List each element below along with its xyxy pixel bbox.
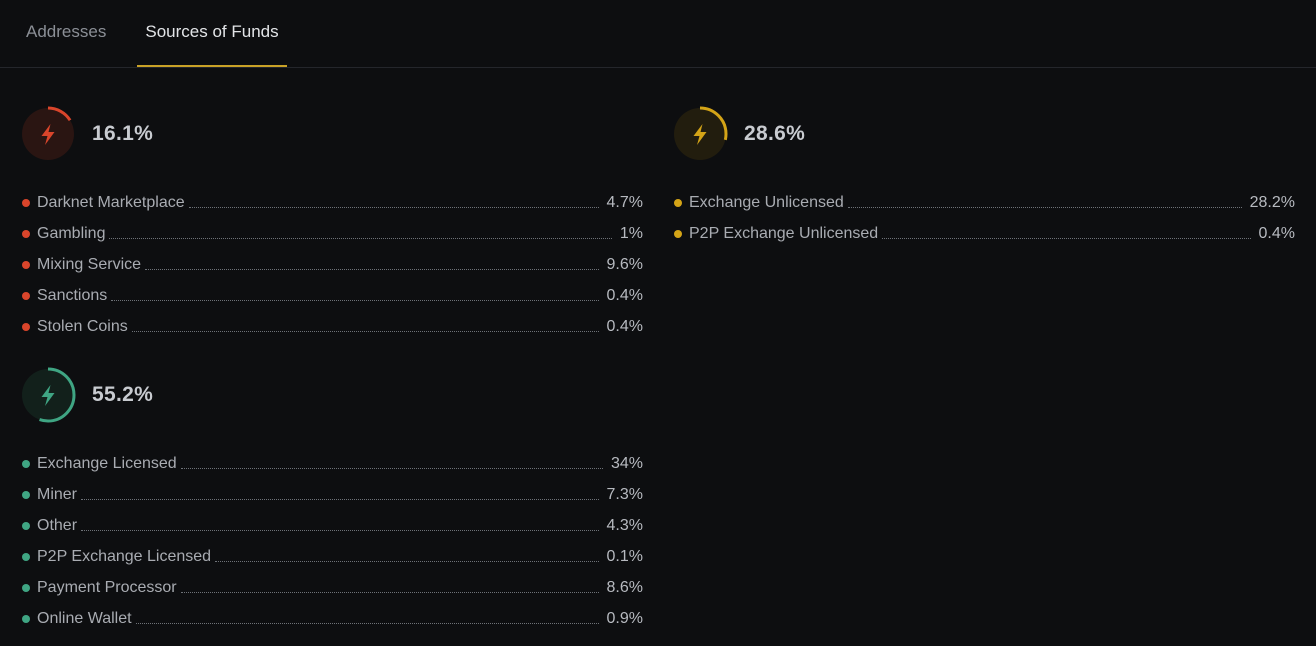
source-label: Exchange Unlicensed bbox=[689, 193, 844, 211]
list-item: Sanctions 0.4% bbox=[20, 280, 643, 311]
ring-arc bbox=[20, 367, 76, 423]
progress-ring-svg bbox=[20, 106, 76, 162]
source-value: 34% bbox=[610, 454, 643, 472]
status-dot bbox=[22, 583, 30, 592]
list-item: Miner 7.3% bbox=[20, 479, 643, 510]
status-dot bbox=[674, 198, 682, 207]
status-dot bbox=[22, 521, 30, 530]
ring-arc bbox=[20, 106, 76, 162]
list-item: Online Wallet 0.9% bbox=[20, 603, 643, 634]
list-item: Stolen Coins 0.4% bbox=[20, 311, 643, 342]
group-percent: 28.6% bbox=[744, 122, 806, 145]
source-label: Mixing Service bbox=[37, 255, 142, 273]
source-label: Gambling bbox=[37, 224, 106, 242]
group-percent: 55.2% bbox=[92, 383, 154, 406]
list-item: Gambling 1% bbox=[20, 218, 643, 249]
source-list: Exchange Licensed 34% Miner 7.3% Other 4… bbox=[20, 448, 643, 634]
dotted-leader bbox=[131, 331, 599, 332]
source-label: Miner bbox=[37, 485, 78, 503]
dotted-leader bbox=[180, 468, 603, 469]
source-label: Payment Processor bbox=[37, 578, 177, 596]
progress-ring-svg bbox=[20, 367, 76, 423]
source-value: 0.9% bbox=[606, 609, 643, 627]
list-item: Exchange Licensed 34% bbox=[20, 448, 643, 479]
source-value: 0.4% bbox=[606, 286, 643, 304]
progress-ring bbox=[20, 106, 76, 162]
source-label: P2P Exchange Licensed bbox=[37, 547, 212, 565]
source-label: Darknet Marketplace bbox=[37, 193, 185, 211]
dotted-leader bbox=[188, 207, 599, 208]
group-header: 16.1% bbox=[20, 106, 643, 166]
progress-ring-svg bbox=[672, 106, 728, 162]
status-dot bbox=[22, 552, 30, 561]
status-dot bbox=[22, 198, 30, 207]
source-value: 4.7% bbox=[606, 193, 643, 211]
lightning-icon bbox=[41, 385, 55, 406]
source-value: 8.6% bbox=[606, 578, 643, 596]
list-item: Payment Processor 8.6% bbox=[20, 572, 643, 603]
source-label: Sanctions bbox=[37, 286, 108, 304]
status-dot bbox=[22, 614, 30, 623]
status-dot bbox=[22, 490, 30, 499]
source-value: 0.4% bbox=[606, 317, 643, 335]
risk-group-medium: 28.6% Exchange Unlicensed 28.2% P2P Exch… bbox=[672, 106, 1295, 242]
list-item: P2P Exchange Licensed 0.1% bbox=[20, 541, 643, 572]
source-value: 4.3% bbox=[606, 516, 643, 534]
source-label: Other bbox=[37, 516, 78, 534]
dotted-leader bbox=[215, 561, 599, 562]
dotted-leader bbox=[109, 238, 612, 239]
dotted-leader bbox=[180, 592, 599, 593]
dotted-leader bbox=[882, 238, 1251, 239]
source-label: P2P Exchange Unlicensed bbox=[689, 224, 879, 242]
source-value: 7.3% bbox=[606, 485, 643, 503]
source-label: Stolen Coins bbox=[37, 317, 128, 335]
dotted-leader bbox=[111, 300, 599, 301]
status-dot bbox=[674, 229, 682, 238]
group-header: 28.6% bbox=[672, 106, 1295, 166]
risk-group-low: 55.2% Exchange Licensed 34% Miner 7.3% O… bbox=[20, 367, 643, 627]
source-list: Exchange Unlicensed 28.2% P2P Exchange U… bbox=[672, 187, 1295, 249]
source-label: Exchange Licensed bbox=[37, 454, 177, 472]
list-item: Exchange Unlicensed 28.2% bbox=[672, 187, 1295, 218]
ring-arc bbox=[672, 106, 728, 162]
source-value: 0.4% bbox=[1258, 224, 1295, 242]
progress-ring bbox=[20, 367, 76, 423]
progress-ring bbox=[672, 106, 728, 162]
lightning-icon bbox=[693, 124, 707, 145]
tab-addresses[interactable]: Addresses bbox=[26, 22, 107, 41]
dotted-leader bbox=[847, 207, 1242, 208]
list-item: Other 4.3% bbox=[20, 510, 643, 541]
list-item: Darknet Marketplace 4.7% bbox=[20, 187, 643, 218]
risk-group-high: 16.1% Darknet Marketplace 4.7% Gambling … bbox=[20, 106, 643, 335]
source-value: 1% bbox=[619, 224, 643, 242]
list-item: Mixing Service 9.6% bbox=[20, 249, 643, 280]
source-list: Darknet Marketplace 4.7% Gambling 1% Mix… bbox=[20, 187, 643, 342]
list-item: P2P Exchange Unlicensed 0.4% bbox=[672, 218, 1295, 249]
status-dot bbox=[22, 322, 30, 331]
dotted-leader bbox=[145, 269, 599, 270]
tab-bar: Addresses Sources of Funds bbox=[0, 0, 1316, 68]
status-dot bbox=[22, 229, 30, 238]
dotted-leader bbox=[81, 530, 599, 531]
status-dot bbox=[22, 291, 30, 300]
status-dot bbox=[22, 260, 30, 269]
lightning-icon bbox=[41, 124, 55, 145]
group-header: 55.2% bbox=[20, 367, 643, 427]
source-value: 0.1% bbox=[606, 547, 643, 565]
source-value: 9.6% bbox=[606, 255, 643, 273]
source-label: Online Wallet bbox=[37, 609, 132, 627]
group-percent: 16.1% bbox=[92, 122, 154, 145]
status-dot bbox=[22, 459, 30, 468]
dotted-leader bbox=[135, 623, 599, 624]
tab-sources-of-funds[interactable]: Sources of Funds bbox=[137, 0, 287, 67]
dotted-leader bbox=[81, 499, 599, 500]
source-value: 28.2% bbox=[1249, 193, 1295, 211]
